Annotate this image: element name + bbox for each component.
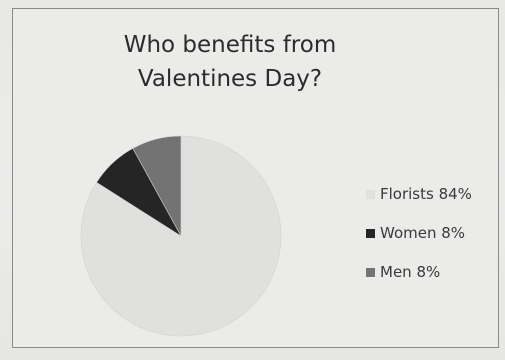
legend-item-florists: Florists 84% — [366, 184, 472, 204]
chart-title: Who benefits from Valentines Day? — [123, 32, 337, 92]
legend-swatch-florists — [366, 189, 375, 199]
legend-swatch-men — [366, 267, 375, 277]
legend-swatch-women — [366, 228, 375, 238]
pie-slice-men — [132, 135, 182, 237]
legend-label-florists: Florists 84% — [380, 185, 472, 203]
legend-label-women: Women 8% — [380, 224, 466, 242]
legend-label-men: Men 8% — [380, 263, 441, 281]
legend-item-men: Men 8% — [366, 262, 472, 282]
legend-item-women: Women 8% — [366, 223, 472, 243]
chart-legend: Florists 84% Women 8% Men 8% — [366, 184, 472, 301]
